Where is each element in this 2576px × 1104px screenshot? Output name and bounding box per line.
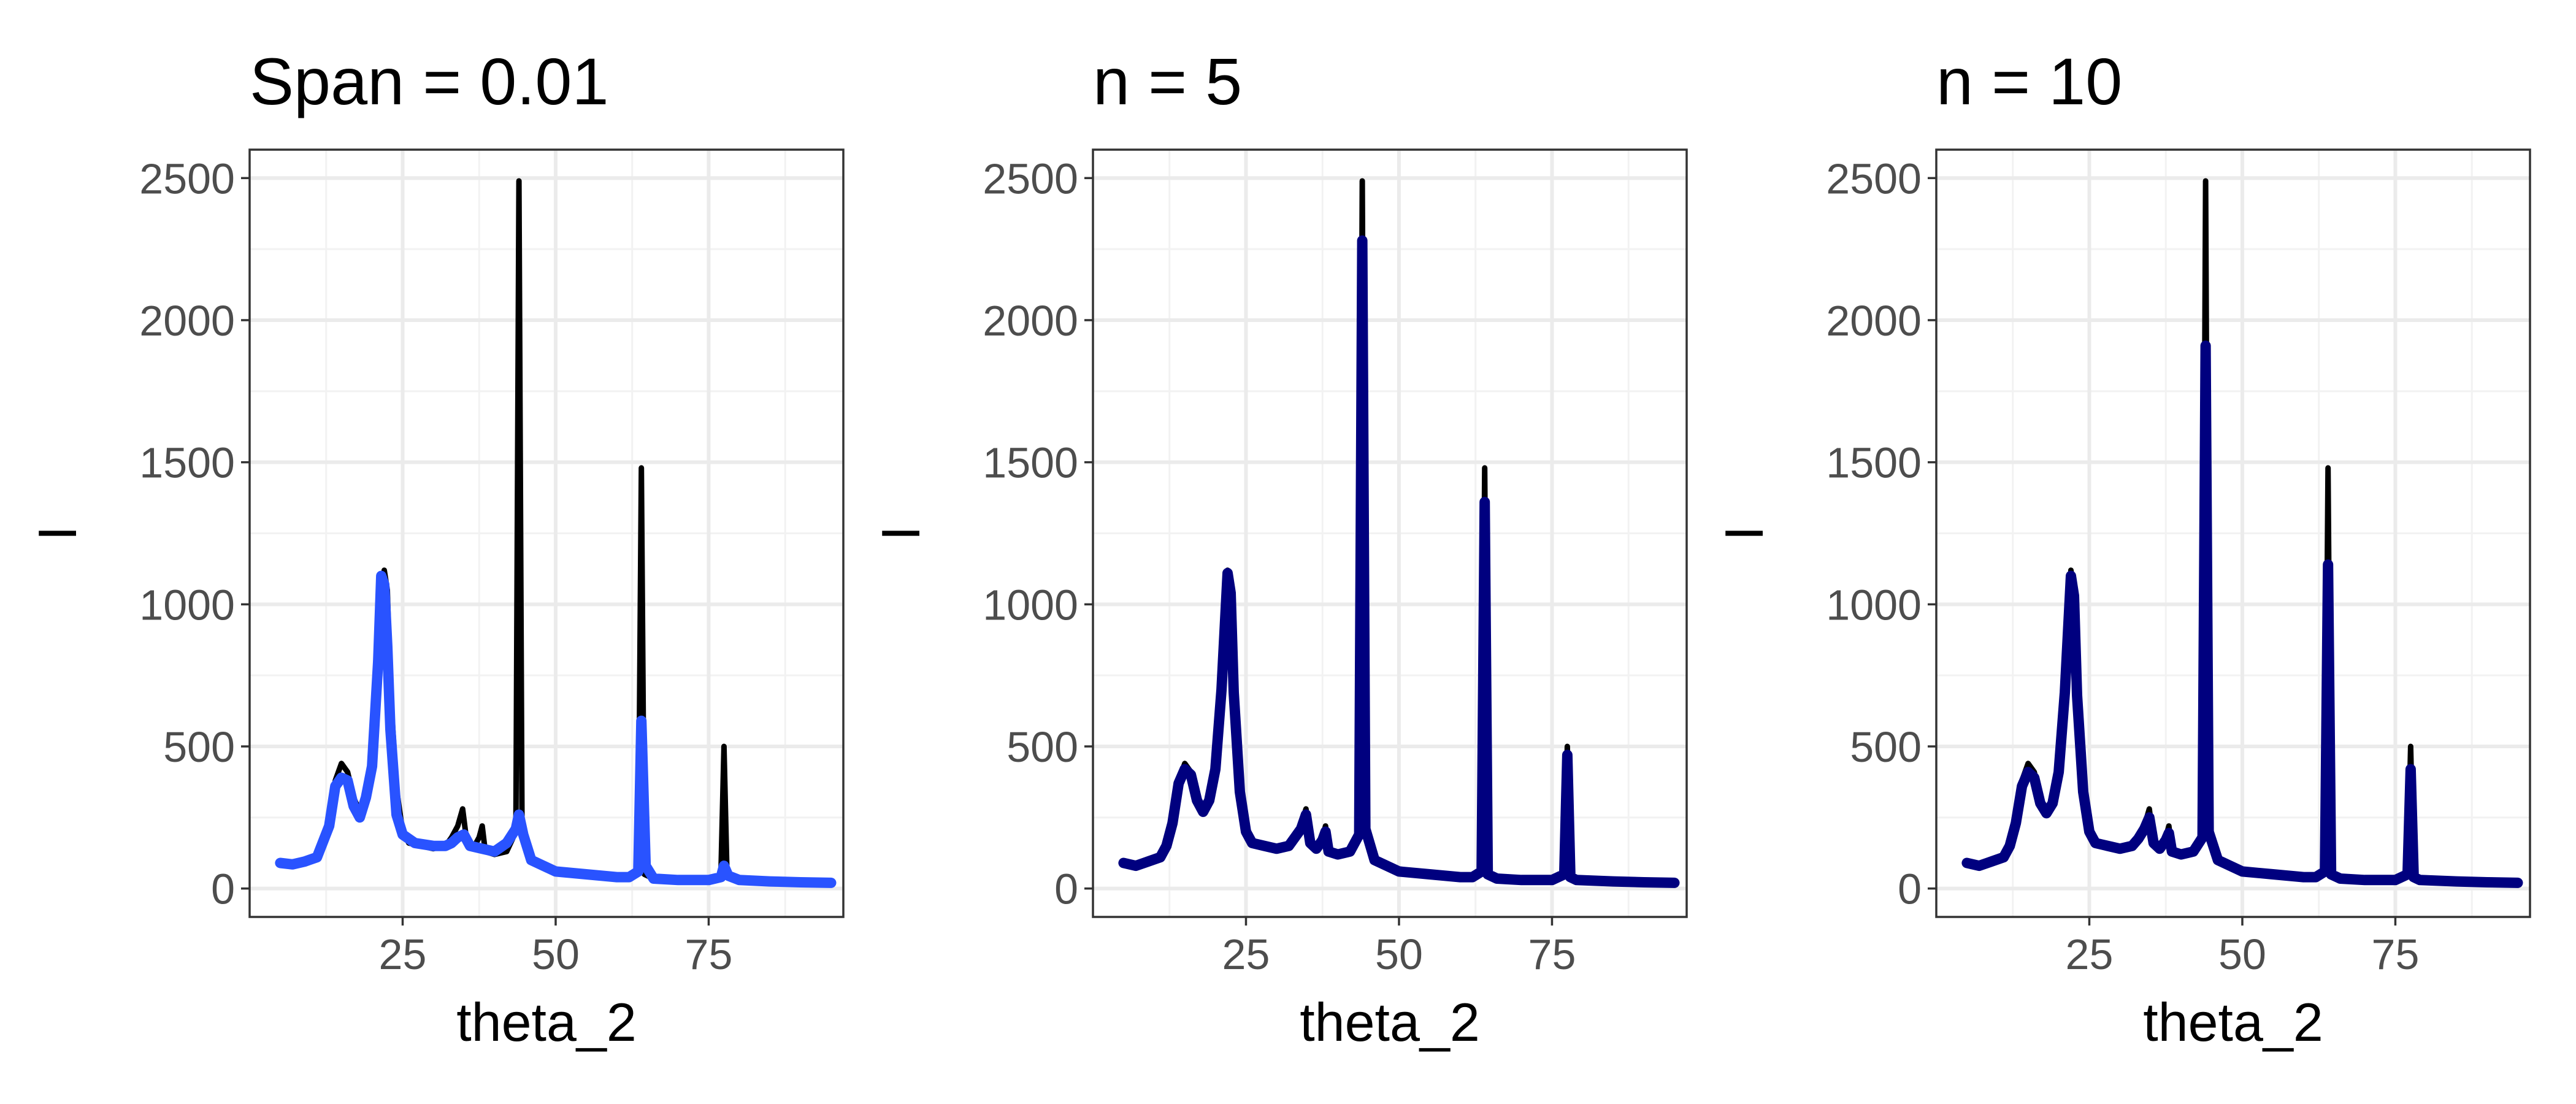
- y-tick-label: 1000: [983, 581, 1078, 629]
- y-tick-label: 1500: [1826, 439, 1922, 487]
- y-tick-label: 1500: [139, 439, 235, 487]
- panel-border: [248, 148, 845, 918]
- x-tick-label: 25: [2066, 930, 2114, 978]
- facet-title: Span = 0.01: [250, 44, 609, 118]
- panel-border: [1092, 148, 1688, 918]
- y-tick-label: 500: [1850, 723, 1922, 771]
- y-tick-label: 1000: [139, 581, 235, 629]
- facet-title: n = 5: [1093, 44, 1242, 118]
- panel-border: [1935, 148, 2531, 918]
- x-axis-title: theta_2: [2143, 992, 2323, 1052]
- y-tick-label: 2000: [983, 297, 1078, 345]
- x-tick-label: 75: [685, 930, 733, 978]
- y-tick-label: 0: [211, 865, 235, 913]
- x-tick-label: 50: [1375, 930, 1423, 978]
- y-tick-label: 2500: [1826, 155, 1922, 202]
- facet-1: 0 500 1000 1500 2000 2500 25 50 75 Span = 0.01 the…: [27, 44, 845, 1052]
- y-tick-label: 1000: [1826, 581, 1922, 629]
- series-line-smoothed: [1961, 340, 2523, 888]
- y-tick-label: 500: [163, 723, 235, 771]
- x-tick-label: 50: [2218, 930, 2266, 978]
- x-tick-label: 75: [2372, 930, 2420, 978]
- y-axis-title: I: [1714, 526, 1774, 540]
- x-axis-title: theta_2: [1300, 992, 1480, 1052]
- y-tick-label: 2500: [983, 155, 1078, 202]
- y-tick-label: 0: [1054, 865, 1078, 913]
- series-line-smoothed: [1118, 235, 1680, 888]
- y-axis-title: I: [27, 526, 88, 540]
- y-axis-title: I: [870, 526, 931, 540]
- facet-3: 0 500 1000 1500 2000 2500 25 50 75 n = 10 theta_2 I: [1714, 44, 2531, 1052]
- x-axis-title: theta_2: [456, 992, 637, 1052]
- facet-2: 0 500 1000 1500 2000 2500 25 50 75 n = 5 theta_2 I: [870, 44, 1688, 1052]
- x-tick-label: 25: [1222, 930, 1270, 978]
- y-tick-label: 1500: [983, 439, 1078, 487]
- y-tick-label: 0: [1898, 865, 1922, 913]
- y-tick-label: 500: [1006, 723, 1078, 771]
- y-tick-label: 2500: [139, 155, 235, 202]
- series-line-smoothed: [275, 570, 837, 888]
- x-tick-label: 25: [379, 930, 427, 978]
- y-tick-label: 2000: [139, 297, 235, 345]
- x-tick-label: 75: [1528, 930, 1576, 978]
- y-tick-label: 2000: [1826, 297, 1922, 345]
- facet-title: n = 10: [1936, 44, 2122, 118]
- x-tick-label: 50: [532, 930, 580, 978]
